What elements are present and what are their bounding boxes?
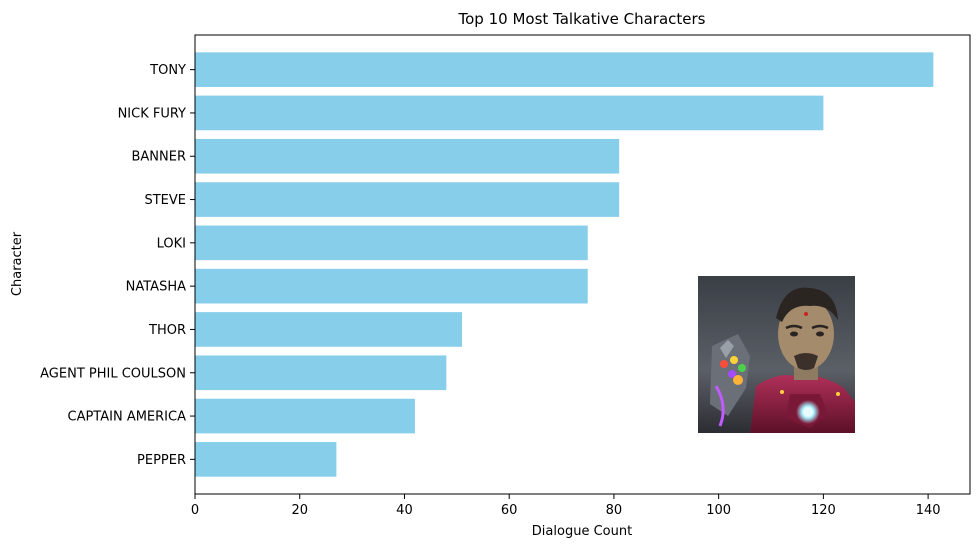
plot-area-border — [194, 34, 971, 495]
x-axis-label: Dialogue Count — [532, 524, 632, 539]
y-tick-label: THOR — [148, 323, 186, 338]
y-axis-label: Character — [10, 231, 25, 296]
bar-pepper — [195, 442, 337, 477]
y-tick-label: CAPTAIN AMERICA — [68, 410, 187, 425]
iron-man-portrait-image — [698, 276, 855, 433]
x-tick-label: 140 — [916, 503, 941, 518]
bar-natasha — [195, 268, 588, 304]
chart-title: Top 10 Most Talkative Characters — [458, 10, 706, 28]
y-tick-label: BANNER — [131, 150, 186, 165]
x-axis-ticks: 0 20 40 60 80 100 120 140 — [191, 494, 941, 518]
y-tick-label: STEVE — [144, 193, 186, 208]
bars-layer — [195, 52, 934, 477]
y-tick-label: TONY — [149, 63, 186, 78]
x-tick-label: 0 — [191, 503, 199, 518]
bar-nick-fury — [195, 95, 824, 131]
bar-thor — [195, 312, 463, 347]
bar-banner — [195, 138, 620, 174]
x-tick-label: 120 — [811, 503, 836, 518]
x-tick-label: 60 — [501, 503, 518, 518]
x-tick-label: 20 — [291, 503, 308, 518]
y-tick-label: PEPPER — [137, 453, 186, 468]
bar-loki — [195, 225, 588, 261]
x-tick-label: 40 — [396, 503, 413, 518]
axes-frame — [194, 34, 971, 495]
bar-captain-america — [195, 398, 415, 434]
y-tick-label: LOKI — [157, 236, 186, 251]
bar-agent-phil-coulson — [195, 355, 447, 391]
bar-tony — [195, 52, 934, 87]
y-tick-label: NATASHA — [126, 280, 186, 295]
y-tick-label: NICK FURY — [118, 106, 186, 121]
bar-steve — [195, 182, 620, 217]
y-axis-ticks: TONY NICK FURY BANNER STEVE LOKI NATASHA THOR A… — [40, 63, 195, 468]
x-tick-label: 80 — [606, 503, 623, 518]
y-tick-label: AGENT PHIL COULSON — [40, 366, 186, 381]
x-tick-label: 100 — [706, 503, 731, 518]
